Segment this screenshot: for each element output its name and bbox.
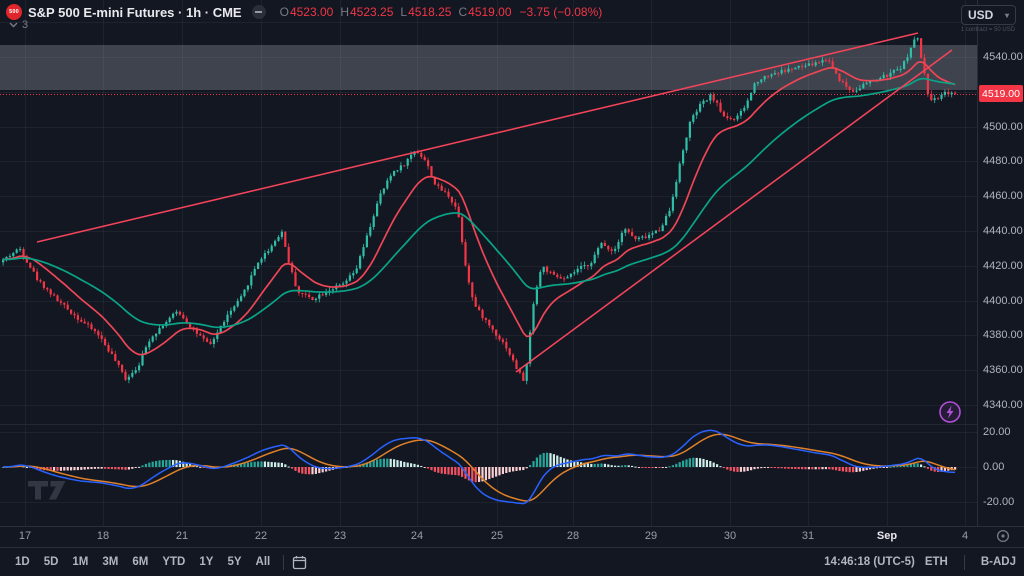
legend-collapsed-count: 3 <box>22 19 29 31</box>
chevron-down-icon <box>9 22 18 28</box>
change-value: −3.75 (−0.08%) <box>519 5 603 19</box>
contract-unit-note: 1 contract = 50 USD <box>960 27 1016 33</box>
chevron-down-icon: ▾ <box>1004 10 1009 20</box>
indicator-axis-tick: 0.00 <box>983 461 1005 473</box>
time-axis-tick: 17 <box>18 530 32 542</box>
legend-collapse-button[interactable]: 3 <box>9 19 28 31</box>
time-axis-tick: 24 <box>410 530 424 542</box>
pane-divider[interactable] <box>0 424 977 425</box>
calendar-icon <box>293 555 307 569</box>
price-axis-tick: 4360.00 <box>983 364 1023 377</box>
price-axis-tick: 4540.00 <box>983 51 1023 63</box>
symbol-logo: 500 <box>6 4 22 20</box>
time-axis-tick: 18 <box>96 530 110 542</box>
toolbar-border <box>0 547 1024 548</box>
high-label: H <box>340 5 349 19</box>
last-price-label: 4519.00 <box>979 85 1023 102</box>
range-button-ytd[interactable]: YTD <box>162 556 186 568</box>
time-axis-tick: 23 <box>333 530 347 542</box>
clock-display[interactable]: 14:46:18 (UTC-5) <box>824 556 915 568</box>
bottom-toolbar: 1D 5D 1M 3M 6M YTD 1Y 5Y All 14:46:18 (UTC-5) ET… <box>0 548 1024 576</box>
currency-value: USD <box>968 8 994 22</box>
price-axis-tick: 4440.00 <box>983 225 1023 237</box>
price-pane-canvas[interactable] <box>0 0 977 424</box>
price-axis-tick: 4400.00 <box>983 294 1023 307</box>
range-button-6m[interactable]: 6M <box>132 556 149 568</box>
time-axis-tick: 30 <box>723 530 737 542</box>
price-axis-tick: 4420.00 <box>983 259 1023 272</box>
open-value: 4523.00 <box>289 5 334 19</box>
close-label: C <box>458 5 468 19</box>
tradingview-logo-icon <box>28 481 74 505</box>
currency-selector[interactable]: USD ▾ <box>961 5 1016 25</box>
minus-icon <box>255 11 263 13</box>
open-label: O <box>279 5 289 19</box>
time-axis-tick: 25 <box>490 530 504 542</box>
range-button-1y[interactable]: 1Y <box>199 556 214 568</box>
time-axis-tick: 29 <box>644 530 658 542</box>
time-axis-tick: Sep <box>876 530 898 542</box>
time-axis-tick: 22 <box>254 530 268 542</box>
range-button-1d[interactable]: 1D <box>15 556 30 568</box>
time-axis-tick: 31 <box>801 530 815 542</box>
adjustment-toggle[interactable]: B-ADJ <box>980 556 1016 568</box>
range-button-3m[interactable]: 3M <box>102 556 119 568</box>
indicator-axis-tick: 20.00 <box>983 426 1011 438</box>
hide-series-button[interactable] <box>251 5 266 19</box>
toolbar-divider <box>963 554 965 570</box>
session-toggle[interactable]: ETH <box>924 556 948 568</box>
price-axis-border <box>977 0 978 526</box>
time-axis-border <box>0 526 1024 527</box>
lightning-trade-icon[interactable] <box>937 399 963 425</box>
range-button-5d[interactable]: 5D <box>43 556 59 568</box>
range-button-5y[interactable]: 5Y <box>227 556 242 568</box>
time-axis-settings-icon[interactable] <box>996 529 1010 543</box>
range-button-all[interactable]: All <box>255 556 271 568</box>
range-button-1m[interactable]: 1M <box>72 556 89 568</box>
low-label: L <box>400 5 408 19</box>
go-to-date-button[interactable] <box>292 555 307 570</box>
range-buttons: 1D 5D 1M 3M 6M YTD 1Y 5Y All <box>8 553 277 571</box>
symbol-title[interactable]: S&P 500 E-mini Futures · 1h · CME <box>28 4 242 20</box>
toolbar-divider <box>283 554 285 570</box>
time-axis-tick: 21 <box>175 530 189 542</box>
low-value: 4518.25 <box>408 5 452 19</box>
price-axis-tick: 4460.00 <box>983 190 1023 203</box>
indicator-pane-canvas[interactable] <box>0 424 977 526</box>
price-axis-tick: 4340.00 <box>983 399 1023 411</box>
time-axis-tick: 28 <box>566 530 580 542</box>
price-axis-tick: 4500.00 <box>983 120 1023 133</box>
price-axis-tick: 4480.00 <box>983 155 1023 168</box>
high-value: 4523.25 <box>350 5 394 19</box>
ohlc-readout: O 4523.00 H 4523.25 L 4518.25 C 4519.00 −3.7… <box>280 5 603 19</box>
indicator-axis-tick: -20.00 <box>983 496 1015 508</box>
price-axis-tick: 4380.00 <box>983 329 1023 342</box>
close-value: 4519.00 <box>468 5 512 19</box>
time-axis-tick: 4 <box>961 530 969 542</box>
